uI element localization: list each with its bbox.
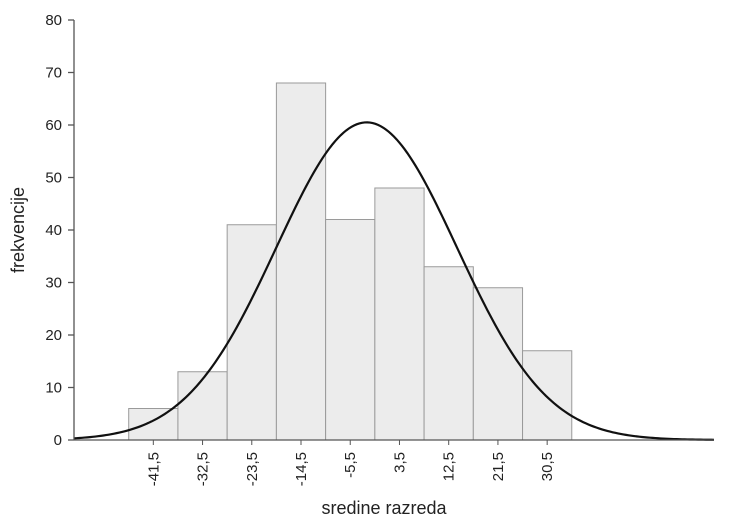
bar-9: [522, 350, 573, 441]
bar-6: [374, 187, 425, 441]
x-axis-title: sredine razreda: [321, 498, 447, 518]
x-tick-label: -23,5: [244, 452, 261, 486]
bar-4: [275, 82, 327, 441]
bars-group: [128, 82, 573, 441]
bar-2: [177, 371, 228, 441]
y-tick-label: 80: [45, 12, 62, 29]
bar-5: [325, 219, 376, 441]
y-ticks-group: 0 10 20 30 40 50 60 70 80: [45, 12, 74, 449]
x-tick-label: -32,5: [195, 452, 212, 486]
x-tick-label: -5,5: [342, 452, 359, 478]
bar-3: [226, 224, 277, 441]
y-tick-label: 40: [45, 222, 62, 239]
y-tick-label: 50: [45, 170, 62, 187]
y-tick-label: 60: [45, 117, 62, 134]
x-tick-label: 12,5: [441, 452, 458, 481]
x-tick-label: -14,5: [293, 452, 310, 486]
y-tick-label: 20: [45, 327, 62, 344]
normal-curve: [73, 121, 715, 441]
y-tick-label: 0: [54, 432, 62, 449]
bar-1: [128, 408, 179, 441]
y-tick-label: 10: [45, 380, 62, 397]
x-tick-label: -41,5: [145, 452, 162, 486]
x-tick-label: 21,5: [490, 452, 507, 481]
bar-7: [423, 266, 474, 441]
x-tick-label: 3,5: [391, 452, 408, 473]
x-ticks-group: -41,5 -32,5 -23,5 -14,5 -5,5 3,5 12,5 21,5 30,5: [145, 440, 556, 486]
y-tick-label: 70: [45, 65, 62, 82]
y-axis-title: frekvencije: [8, 187, 28, 273]
bar-8: [472, 287, 524, 441]
y-tick-label: 30: [45, 275, 62, 292]
x-tick-label: 30,5: [539, 452, 556, 481]
